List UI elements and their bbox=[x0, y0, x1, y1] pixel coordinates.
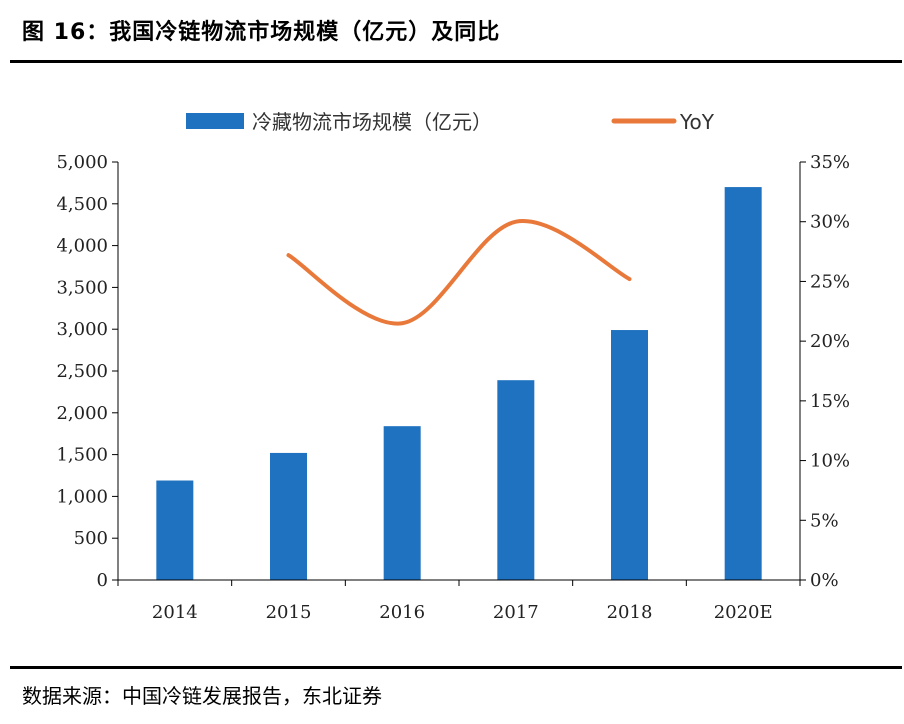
yoy-line-group bbox=[286, 219, 632, 326]
y-left-tick-label: 0 bbox=[97, 570, 108, 591]
y-left-tick-label: 2,500 bbox=[56, 361, 108, 382]
bottom-divider bbox=[10, 666, 902, 669]
y-left-tick-label: 3,500 bbox=[56, 277, 108, 298]
chart: 冷藏物流市场规模（亿元） YoY 0 500 1,000 1,500 2,000 2,50… bbox=[56, 110, 850, 623]
bar-2015 bbox=[270, 452, 307, 580]
x-tick-label: 2020E bbox=[714, 602, 773, 623]
x-tick-label: 2018 bbox=[607, 602, 653, 623]
page-title: 图 16：我国冷链物流市场规模（亿元）及同比 bbox=[22, 20, 501, 45]
bar-2018 bbox=[611, 330, 648, 580]
axes: 0 500 1,000 1,500 2,000 2,500 3,000 3,500 4,000 4… bbox=[56, 152, 850, 623]
y-left-tick-label: 1,500 bbox=[56, 445, 108, 466]
y-left-tick-label: 4,000 bbox=[56, 236, 108, 257]
y-left-tick-label: 500 bbox=[74, 528, 108, 549]
bar-2016 bbox=[383, 426, 421, 580]
legend-line-label: YoY bbox=[679, 110, 715, 134]
bar-2020E bbox=[724, 187, 762, 580]
x-tick-label: 2015 bbox=[266, 602, 312, 623]
bar-2014 bbox=[156, 480, 194, 580]
bar-2017 bbox=[497, 380, 535, 580]
x-tick-label: 2017 bbox=[493, 602, 539, 623]
source-note: 数据来源：中国冷链发展报告，东北证券 bbox=[22, 684, 382, 708]
y-right-tick-label: 35% bbox=[810, 152, 850, 173]
top-divider bbox=[10, 60, 902, 63]
legend-bar-swatch bbox=[186, 113, 244, 129]
yoy-line bbox=[286, 219, 632, 326]
y-right-tick-label: 30% bbox=[810, 212, 850, 233]
y-right-tick-label: 0% bbox=[810, 570, 839, 591]
y-left-tick-label: 2,000 bbox=[56, 403, 108, 424]
legend: 冷藏物流市场规模（亿元） YoY bbox=[186, 110, 715, 134]
y-left-tick-label: 5,000 bbox=[56, 152, 108, 173]
y-right-tick-label: 15% bbox=[810, 391, 850, 412]
y-right-tick-label: 5% bbox=[810, 510, 839, 531]
x-tick-label: 2016 bbox=[379, 602, 425, 623]
x-tick-label: 2014 bbox=[152, 602, 198, 623]
y-right-tick-label: 20% bbox=[810, 331, 850, 352]
bars bbox=[156, 187, 762, 580]
legend-bar-label: 冷藏物流市场规模（亿元） bbox=[252, 110, 492, 134]
y-right-tick-label: 10% bbox=[810, 451, 850, 472]
y-left-tick-label: 1,000 bbox=[56, 486, 108, 507]
y-left-tick-label: 3,000 bbox=[56, 319, 108, 340]
y-right-tick-label: 25% bbox=[810, 271, 850, 292]
y-left-tick-label: 4,500 bbox=[56, 194, 108, 215]
